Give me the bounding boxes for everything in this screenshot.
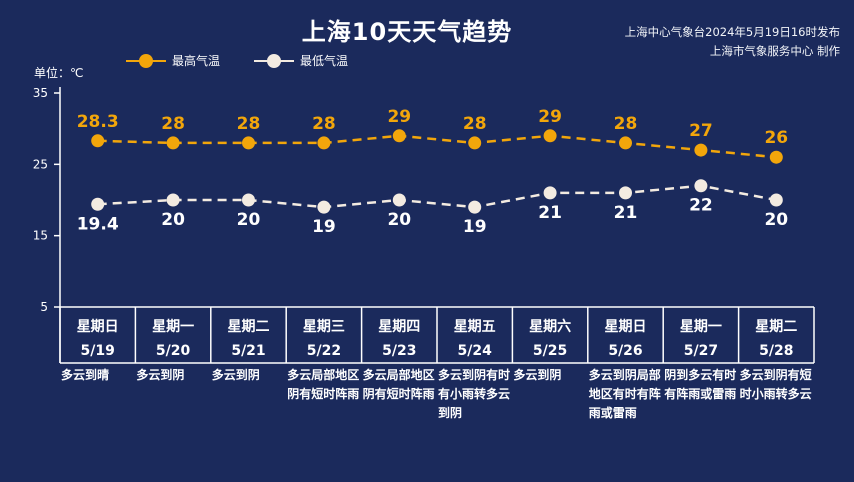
x-tick-weekday: 星期一 <box>680 319 722 335</box>
x-tick-weekday: 星期日 <box>77 319 119 335</box>
source-line-issuer: 上海中心气象台2024年5月19日16时发布 <box>624 25 840 39</box>
data-point-high <box>468 136 482 150</box>
weather-description: 多云到晴 <box>61 368 110 382</box>
weather-description: 多云到阴有短时小雨转多云 <box>739 368 812 401</box>
x-tick-weekday: 星期一 <box>152 319 194 335</box>
data-label-low: 20 <box>387 210 411 230</box>
weather-description: 多云局部地区阴有短时阵雨 <box>362 368 435 401</box>
data-label-high: 28 <box>312 114 336 134</box>
x-tick-weekday: 星期五 <box>454 319 496 335</box>
x-tick-weekday: 星期二 <box>228 319 270 335</box>
weather-description: 多云到阴局部地区有时有阵雨或雷雨 <box>588 368 661 420</box>
data-label-low: 19 <box>463 217 487 237</box>
data-label-high: 29 <box>387 107 411 127</box>
x-tick-date: 5/20 <box>156 343 191 359</box>
x-tick-date: 5/24 <box>458 343 493 359</box>
x-tick-weekday: 星期四 <box>378 319 420 335</box>
data-label-low: 20 <box>764 210 788 230</box>
data-label-low: 20 <box>161 210 185 230</box>
data-label-high: 29 <box>538 107 562 127</box>
x-tick-date: 5/21 <box>231 343 265 359</box>
data-point-low <box>166 193 180 207</box>
data-label-high: 28 <box>237 114 261 134</box>
legend-swatch-low <box>254 53 295 68</box>
source-note: 上海中心气象台2024年5月19日16时发布 上海市气象服务中心 制作 <box>625 23 840 61</box>
x-tick-weekday: 星期二 <box>755 319 797 335</box>
chart-title: 上海10天天气趋势 <box>301 18 513 46</box>
series-line-low <box>97 184 777 209</box>
x-tick-weekday: 星期日 <box>605 319 647 335</box>
data-point-low <box>543 186 557 200</box>
y-axis-unit-label: 单位：℃ <box>34 66 84 80</box>
x-tick-date: 5/19 <box>81 343 115 359</box>
data-point-low <box>769 193 783 207</box>
x-tick-date: 5/22 <box>307 343 341 359</box>
weather-description: 多云到阴 <box>136 368 185 382</box>
x-tick-weekday: 星期六 <box>529 318 571 335</box>
series-line-high <box>97 134 777 159</box>
data-point-low <box>91 197 105 211</box>
data-point-high <box>694 143 708 157</box>
data-label-high: 28 <box>161 114 185 134</box>
legend-item-high: 最高气温 <box>126 52 220 69</box>
data-label-low: 19 <box>312 217 336 237</box>
data-point-low <box>392 193 406 207</box>
data-point-high <box>392 129 406 143</box>
data-label-low: 21 <box>614 203 638 223</box>
data-label-high: 27 <box>689 121 713 141</box>
weather-description: 阴到多云有时有阵雨或雷雨 <box>664 368 737 401</box>
x-tick-date: 5/23 <box>382 343 416 359</box>
legend-label-high: 最高气温 <box>172 54 221 68</box>
data-label-high: 28 <box>614 114 638 134</box>
data-point-high <box>91 134 105 148</box>
data-point-low <box>468 200 482 214</box>
data-label-low: 19.4 <box>77 214 119 234</box>
source-line-maker: 上海市气象服务中心 制作 <box>709 44 840 58</box>
data-point-low <box>619 186 632 200</box>
weather-description: 多云到阴有时有小雨转多云到阴 <box>438 368 511 420</box>
x-tick-date: 5/27 <box>684 343 718 359</box>
data-point-low <box>694 179 708 193</box>
legend-item-low: 最低气温 <box>254 52 348 69</box>
data-point-high <box>242 136 255 150</box>
data-label-high: 28 <box>463 114 487 134</box>
legend-label-low: 最低气温 <box>300 54 349 68</box>
data-label-high: 28.3 <box>77 112 119 132</box>
weather-description: 多云到阴 <box>513 368 562 382</box>
data-point-low <box>317 200 331 214</box>
legend: 最高气温 最低气温 <box>126 52 382 69</box>
y-tick-label: 25 <box>33 157 48 171</box>
data-point-high <box>769 150 783 164</box>
x-tick-weekday: 星期三 <box>303 319 345 335</box>
data-point-high <box>317 136 331 150</box>
y-tick-label: 5 <box>40 300 48 314</box>
y-tick-label: 35 <box>33 86 48 100</box>
data-point-high <box>619 136 632 150</box>
weather-description: 多云到阴 <box>211 368 260 382</box>
data-point-high <box>166 136 180 150</box>
legend-swatch-high <box>126 53 166 68</box>
data-label-low: 20 <box>237 210 261 230</box>
weather-description: 多云局部地区阴有短时阵雨 <box>287 368 360 401</box>
x-tick-date: 5/28 <box>759 343 793 359</box>
data-point-low <box>242 193 255 207</box>
x-tick-date: 5/25 <box>533 343 567 359</box>
data-label-low: 22 <box>689 196 713 216</box>
data-label-high: 26 <box>764 128 788 148</box>
data-label-low: 21 <box>538 203 562 223</box>
y-tick-label: 15 <box>33 229 48 243</box>
x-tick-date: 5/26 <box>608 343 642 359</box>
data-point-high <box>543 129 557 143</box>
